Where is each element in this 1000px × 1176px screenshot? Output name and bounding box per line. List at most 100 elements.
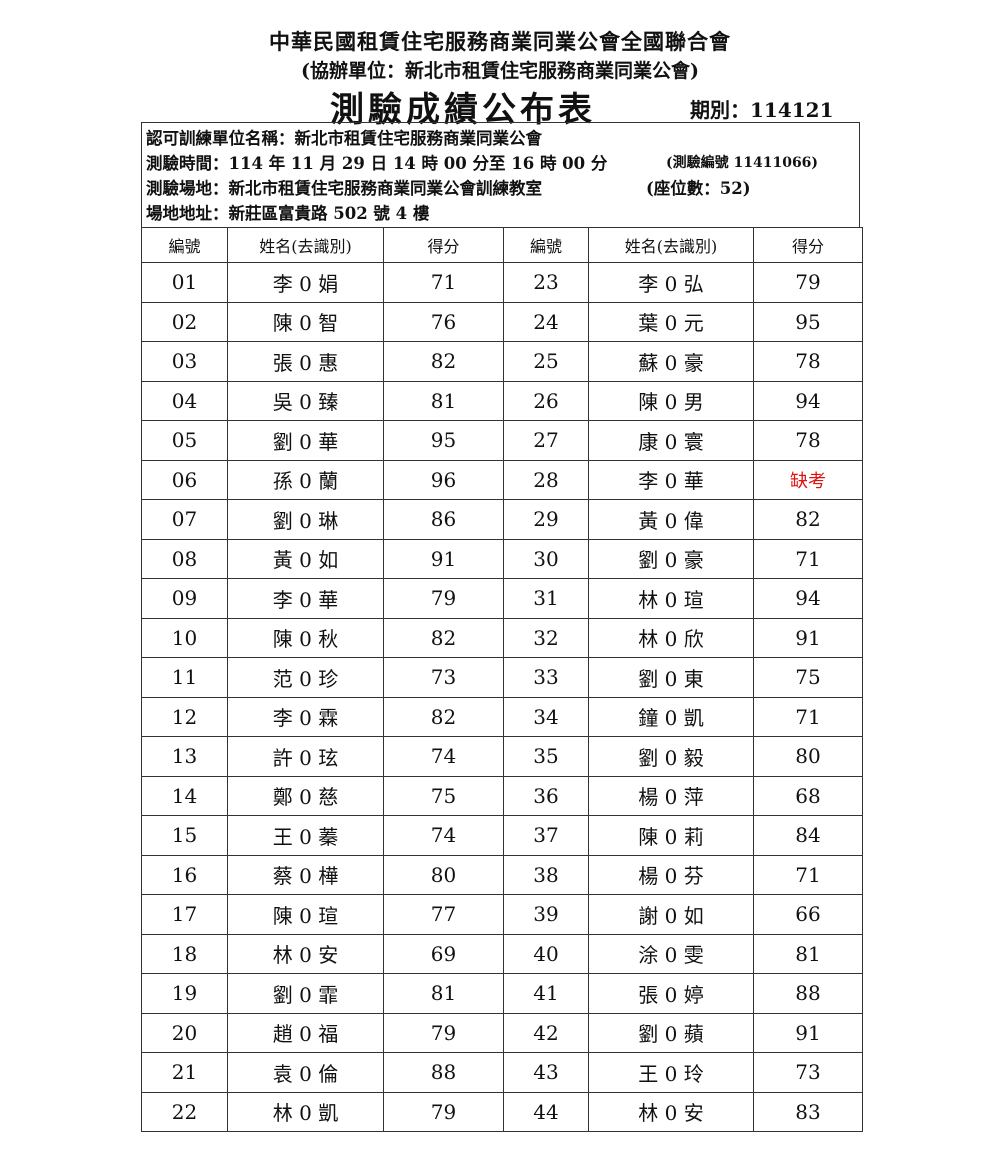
candidate-score: 77	[383, 894, 504, 935]
candidate-score: 缺考	[753, 459, 863, 500]
candidate-number: 16	[141, 854, 228, 895]
candidate-score: 86	[383, 499, 504, 540]
exam-time-line: 測驗時間：114 年 11 月 29 日 14 時 00 分至 16 時 00 …	[146, 151, 855, 176]
candidate-score: 91	[753, 617, 863, 658]
candidate-number: 08	[141, 538, 228, 579]
candidate-name: 葉 0 元	[588, 301, 754, 342]
candidate-score: 75	[383, 775, 504, 816]
table-row: 02 陳 0 智 76 24 葉 0 元 95	[141, 301, 863, 342]
table-row: 06 孫 0 蘭 96 28 李 0 華缺考	[141, 459, 863, 500]
candidate-number: 31	[503, 578, 589, 619]
training-unit: 認可訓練單位名稱：新北市租賃住宅服務商業同業公會	[146, 129, 542, 148]
candidate-name: 陳 0 瑄	[227, 894, 384, 935]
table-row: 05 劉 0 華 95 27 康 0 寰 78	[141, 420, 863, 461]
candidate-name: 林 0 瑄	[588, 578, 754, 619]
candidate-name: 孫 0 蘭	[227, 459, 384, 500]
candidate-name: 陳 0 秋	[227, 617, 384, 658]
candidate-number: 37	[503, 815, 589, 856]
candidate-number: 33	[503, 657, 589, 698]
candidate-number: 20	[141, 1012, 228, 1053]
candidate-number: 39	[503, 894, 589, 935]
period-label: 期別：114121	[690, 98, 834, 122]
co-organizer: (協辦單位：新北市租賃住宅服務商業同業公會)	[301, 60, 699, 82]
candidate-score: 74	[383, 736, 504, 777]
candidate-score: 79	[383, 1091, 504, 1132]
venue-address: 場地地址：新莊區富貴路 502 號 4 樓	[146, 204, 430, 223]
exam-info-box: 認可訓練單位名稱：新北市租賃住宅服務商業同業公會 測驗時間：114 年 11 月…	[141, 122, 860, 227]
candidate-score: 88	[753, 973, 863, 1014]
candidate-number: 35	[503, 736, 589, 777]
candidate-score: 80	[383, 854, 504, 895]
candidate-score: 84	[753, 815, 863, 856]
candidate-number: 44	[503, 1091, 589, 1132]
candidate-number: 28	[503, 459, 589, 500]
candidate-name: 袁 0 倫	[227, 1052, 384, 1093]
candidate-name: 劉 0 華	[227, 420, 384, 461]
candidate-name: 李 0 弘	[588, 262, 754, 303]
candidate-number: 02	[141, 301, 228, 342]
candidate-name: 涂 0 雯	[588, 933, 754, 974]
table-row: 22 林 0 凱 79 44 林 0 安 83	[141, 1091, 863, 1132]
table-row: 03 張 0 惠 82 25 蘇 0 豪 78	[141, 341, 863, 382]
candidate-score: 75	[753, 657, 863, 698]
table-row: 04 吳 0 臻 81 26 陳 0 男 94	[141, 380, 863, 421]
candidate-name: 劉 0 毅	[588, 736, 754, 777]
candidate-number: 22	[141, 1091, 228, 1132]
exam-number: (測驗編號 11411066)	[666, 155, 819, 171]
candidate-number: 40	[503, 933, 589, 974]
candidate-number: 29	[503, 499, 589, 540]
candidate-number: 30	[503, 538, 589, 579]
candidate-name: 林 0 欣	[588, 617, 754, 658]
table-row: 17 陳 0 瑄 77 39 謝 0 如 66	[141, 894, 863, 935]
candidate-number: 34	[503, 696, 589, 737]
candidate-number: 03	[141, 341, 228, 382]
column-header-score: 得分	[753, 227, 863, 263]
table-row: 12 李 0 霖 82 34 鐘 0 凱 71	[141, 696, 863, 737]
candidate-number: 21	[141, 1052, 228, 1093]
candidate-name: 張 0 惠	[227, 341, 384, 382]
candidate-number: 36	[503, 775, 589, 816]
candidate-name: 趙 0 福	[227, 1012, 384, 1053]
candidate-name: 李 0 華	[588, 459, 754, 500]
candidate-number: 04	[141, 380, 228, 421]
candidate-number: 25	[503, 341, 589, 382]
candidate-number: 17	[141, 894, 228, 935]
candidate-score: 78	[753, 341, 863, 382]
table-row: 13 許 0 玹 74 35 劉 0 毅 80	[141, 736, 863, 777]
table-row: 01 李 0 娟 71 23 李 0 弘 79	[141, 262, 863, 303]
candidate-number: 12	[141, 696, 228, 737]
candidate-score: 66	[753, 894, 863, 935]
candidate-score: 71	[753, 538, 863, 579]
table-row: 14 鄭 0 慈 75 36 楊 0 萍 68	[141, 775, 863, 816]
candidate-number: 01	[141, 262, 228, 303]
candidate-score: 88	[383, 1052, 504, 1093]
candidate-name: 鄭 0 慈	[227, 775, 384, 816]
candidate-score: 79	[753, 262, 863, 303]
candidate-number: 15	[141, 815, 228, 856]
candidate-score: 81	[383, 380, 504, 421]
candidate-name: 劉 0 東	[588, 657, 754, 698]
candidate-number: 13	[141, 736, 228, 777]
candidate-name: 吳 0 臻	[227, 380, 384, 421]
candidate-score: 95	[383, 420, 504, 461]
table-row: 09 李 0 華 79 31 林 0 瑄 94	[141, 578, 863, 619]
candidate-score: 91	[383, 538, 504, 579]
candidate-number: 23	[503, 262, 589, 303]
candidate-name: 楊 0 芬	[588, 854, 754, 895]
candidate-number: 19	[141, 973, 228, 1014]
candidate-number: 26	[503, 380, 589, 421]
organization-title: 中華民國租賃住宅服務商業同業公會全國聯合會	[269, 29, 731, 54]
candidate-name: 張 0 婷	[588, 973, 754, 1014]
candidate-name: 劉 0 蘋	[588, 1012, 754, 1053]
candidate-name: 蔡 0 樺	[227, 854, 384, 895]
candidate-score: 68	[753, 775, 863, 816]
candidate-number: 05	[141, 420, 228, 461]
candidate-score: 81	[753, 933, 863, 974]
candidate-name: 林 0 安	[588, 1091, 754, 1132]
candidate-number: 24	[503, 301, 589, 342]
exam-venue: 測驗場地：新北市租賃住宅服務商業同業公會訓練教室	[146, 179, 542, 198]
candidate-number: 43	[503, 1052, 589, 1093]
candidate-number: 11	[141, 657, 228, 698]
candidate-score: 71	[753, 854, 863, 895]
candidate-number: 42	[503, 1012, 589, 1053]
